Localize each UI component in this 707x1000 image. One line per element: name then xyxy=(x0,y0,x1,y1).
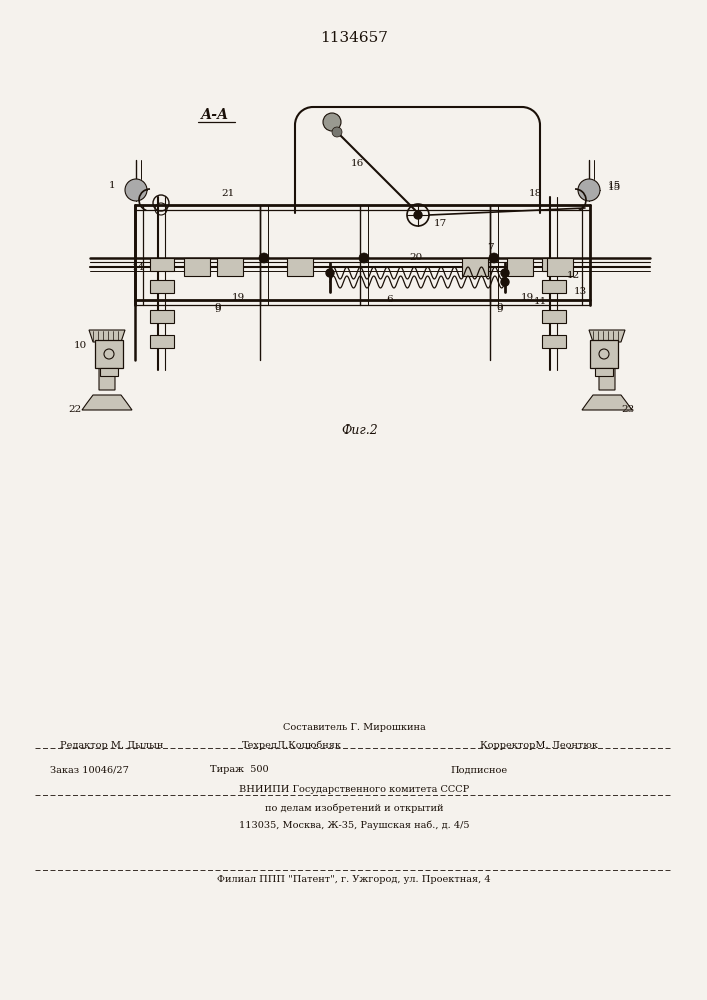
Text: 1134657: 1134657 xyxy=(320,31,388,45)
Circle shape xyxy=(414,211,422,219)
Bar xyxy=(150,280,174,293)
Circle shape xyxy=(489,253,499,263)
Circle shape xyxy=(501,269,509,277)
Bar xyxy=(150,310,174,323)
Circle shape xyxy=(323,113,341,131)
Polygon shape xyxy=(582,395,632,410)
Bar xyxy=(542,310,566,323)
Text: 23: 23 xyxy=(621,406,635,414)
Text: 16: 16 xyxy=(351,158,363,167)
Polygon shape xyxy=(97,340,117,390)
Circle shape xyxy=(578,179,600,201)
Bar xyxy=(542,258,566,271)
Text: по делам изобретений и открытий: по делам изобретений и открытий xyxy=(264,803,443,813)
Text: 12: 12 xyxy=(566,270,580,279)
Polygon shape xyxy=(597,340,617,390)
Text: Заказ 10046/27: Заказ 10046/27 xyxy=(50,766,129,774)
Bar xyxy=(507,258,533,276)
Bar xyxy=(542,335,566,348)
Polygon shape xyxy=(589,330,625,342)
Text: 7: 7 xyxy=(486,243,493,252)
Bar xyxy=(184,258,210,276)
Text: 15: 15 xyxy=(607,182,621,192)
Text: 21: 21 xyxy=(221,188,235,198)
Text: 19: 19 xyxy=(231,294,245,302)
Text: 20: 20 xyxy=(409,252,423,261)
Text: 9: 9 xyxy=(215,306,221,314)
Text: 22: 22 xyxy=(69,406,81,414)
Bar xyxy=(590,340,618,368)
Text: 1: 1 xyxy=(109,180,115,190)
Bar xyxy=(150,335,174,348)
Text: Фиг.2: Фиг.2 xyxy=(341,424,378,436)
Text: 17: 17 xyxy=(433,219,447,228)
Polygon shape xyxy=(89,330,125,342)
Bar xyxy=(287,258,313,276)
Bar xyxy=(462,258,488,276)
Text: 15: 15 xyxy=(607,180,621,190)
Circle shape xyxy=(326,269,334,277)
Text: Подписное: Подписное xyxy=(450,766,507,774)
Text: 18: 18 xyxy=(528,188,542,198)
Bar xyxy=(595,368,613,376)
Bar xyxy=(95,340,123,368)
Circle shape xyxy=(259,253,269,263)
Bar xyxy=(150,258,174,271)
Bar xyxy=(217,258,243,276)
Bar xyxy=(542,280,566,293)
Circle shape xyxy=(125,179,147,201)
Text: 6: 6 xyxy=(387,296,393,304)
Text: Составитель Г. Мирошкина: Составитель Г. Мирошкина xyxy=(283,724,426,732)
Text: 9: 9 xyxy=(497,304,503,312)
Text: 14: 14 xyxy=(132,263,145,272)
Bar xyxy=(547,258,573,276)
Text: Тираж  500: Тираж 500 xyxy=(210,766,269,774)
Text: 113035, Москва, Ж-35, Раушская наб., д. 4/5: 113035, Москва, Ж-35, Раушская наб., д. … xyxy=(239,820,469,830)
Text: 19: 19 xyxy=(520,294,534,302)
Text: ВНИИПИ Государственного комитета СССР: ВНИИПИ Государственного комитета СССР xyxy=(239,786,469,794)
Text: 13: 13 xyxy=(573,288,587,296)
Text: 11: 11 xyxy=(533,298,547,306)
Text: 9: 9 xyxy=(215,304,221,312)
Text: ТехредЛ.Коцюбняк: ТехредЛ.Коцюбняк xyxy=(242,740,342,750)
Text: КорректорМ. Леонтюк: КорректорМ. Леонтюк xyxy=(480,740,598,750)
Text: Филиал ППП "Патент", г. Ужгород, ул. Проектная, 4: Филиал ППП "Патент", г. Ужгород, ул. Про… xyxy=(217,876,491,884)
Text: 9: 9 xyxy=(497,306,503,314)
Text: А-А: А-А xyxy=(201,108,229,122)
Text: 10: 10 xyxy=(74,340,87,350)
Circle shape xyxy=(359,253,369,263)
Polygon shape xyxy=(82,395,132,410)
Circle shape xyxy=(501,278,509,286)
Circle shape xyxy=(332,127,342,137)
Text: Редактор М. Дылын: Редактор М. Дылын xyxy=(60,740,163,750)
Bar xyxy=(100,368,118,376)
